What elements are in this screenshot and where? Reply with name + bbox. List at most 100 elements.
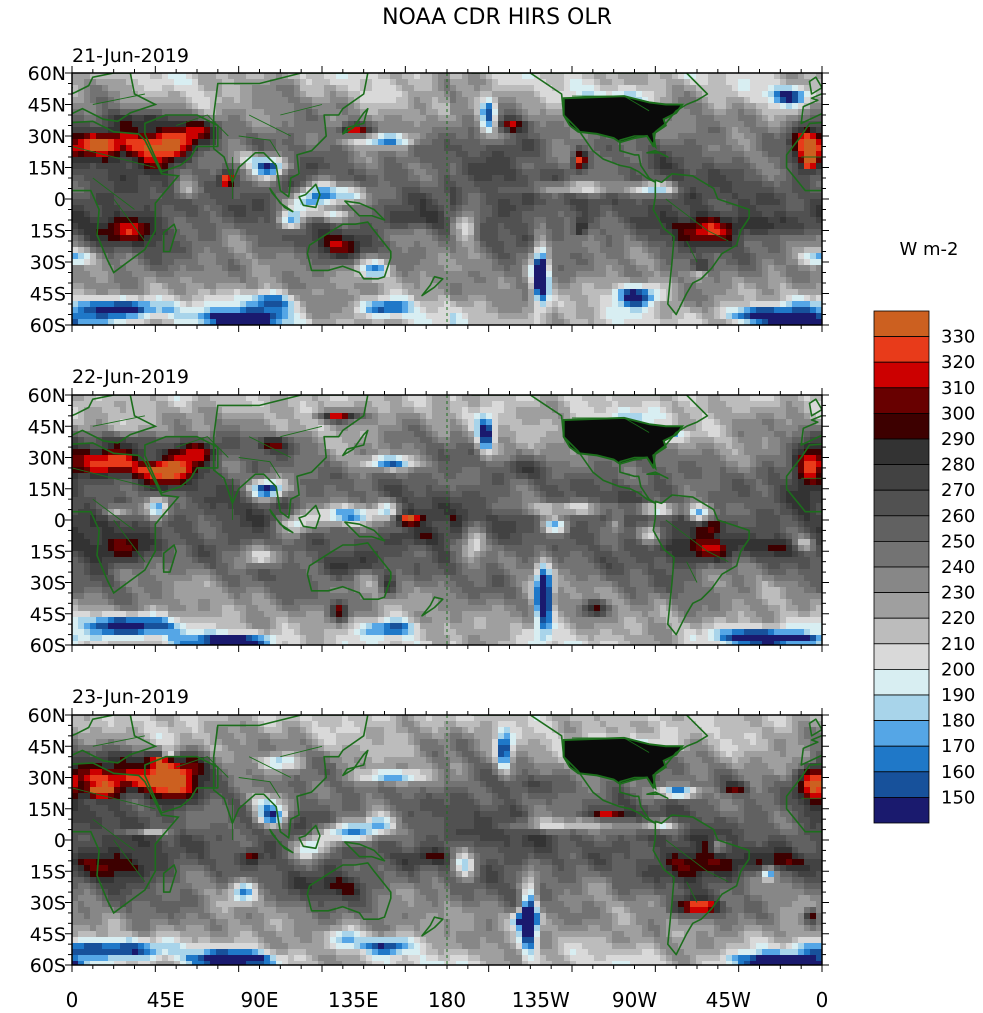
olr-cell <box>78 205 85 212</box>
olr-cell <box>720 241 727 248</box>
olr-cell <box>372 295 379 302</box>
olr-cell <box>702 91 709 98</box>
olr-cell <box>558 217 565 224</box>
olr-cell <box>216 229 223 236</box>
olr-cell <box>498 139 505 146</box>
olr-cell <box>534 79 541 86</box>
olr-cell <box>288 121 295 128</box>
olr-cell <box>132 109 139 116</box>
olr-cell <box>414 283 421 290</box>
olr-cell <box>810 289 817 296</box>
olr-cell <box>810 205 817 212</box>
olr-cell <box>156 139 163 146</box>
olr-cell <box>792 277 799 284</box>
olr-cell <box>606 253 613 260</box>
olr-cell <box>642 295 649 302</box>
olr-cell <box>348 85 355 92</box>
olr-cell <box>366 115 373 122</box>
olr-cell <box>426 301 433 308</box>
olr-cell <box>294 247 301 254</box>
olr-cell <box>462 211 469 218</box>
olr-cell <box>288 139 295 146</box>
olr-cell <box>402 229 409 236</box>
olr-cell <box>690 199 697 206</box>
olr-cell <box>462 283 469 290</box>
olr-cell <box>168 247 175 254</box>
olr-cell <box>438 223 445 230</box>
olr-cell <box>444 229 451 236</box>
olr-cell <box>642 253 649 260</box>
olr-cell <box>204 103 211 110</box>
olr-cell <box>114 157 121 164</box>
olr-cell <box>402 73 409 80</box>
olr-cell <box>342 307 349 314</box>
olr-cell <box>720 145 727 152</box>
olr-cell <box>552 283 559 290</box>
olr-cell <box>84 145 91 152</box>
olr-cell <box>462 97 469 104</box>
olr-cell <box>192 271 199 278</box>
olr-cell <box>774 145 781 152</box>
olr-cell <box>144 199 151 206</box>
olr-cell <box>222 271 229 278</box>
olr-cell <box>618 85 625 92</box>
olr-cell <box>78 235 85 242</box>
olr-cell <box>162 265 169 272</box>
olr-cell <box>84 199 91 206</box>
olr-cell <box>72 121 79 128</box>
olr-cell <box>264 85 271 92</box>
olr-cell <box>492 295 499 302</box>
olr-cell <box>528 139 535 146</box>
olr-cell <box>384 295 391 302</box>
olr-cell <box>126 97 133 104</box>
olr-cell <box>306 241 313 248</box>
olr-cell <box>150 241 157 248</box>
olr-cell <box>492 133 499 140</box>
olr-cell <box>564 277 571 284</box>
olr-cell <box>552 247 559 254</box>
olr-cell <box>198 139 205 146</box>
olr-cell <box>456 181 463 188</box>
olr-cell <box>612 301 619 308</box>
olr-cell <box>462 187 469 194</box>
olr-cell <box>726 259 733 266</box>
olr-cell <box>630 205 637 212</box>
olr-cell <box>414 151 421 158</box>
olr-cell <box>504 265 511 272</box>
olr-cell <box>690 187 697 194</box>
olr-cell <box>270 127 277 134</box>
olr-cell <box>564 271 571 278</box>
olr-cell <box>468 241 475 248</box>
olr-cell <box>198 109 205 116</box>
olr-cell <box>768 223 775 230</box>
olr-cell <box>720 151 727 158</box>
olr-cell <box>486 247 493 254</box>
olr-cell <box>588 253 595 260</box>
olr-cell <box>186 229 193 236</box>
olr-cell <box>342 133 349 140</box>
olr-cell <box>534 205 541 212</box>
olr-cell <box>528 199 535 206</box>
olr-cell <box>810 277 817 284</box>
olr-cell <box>780 211 787 218</box>
olr-cell <box>468 265 475 272</box>
olr-cell <box>192 175 199 182</box>
olr-cell <box>306 97 313 104</box>
olr-cell <box>756 259 763 266</box>
olr-cell <box>252 229 259 236</box>
olr-cell <box>708 85 715 92</box>
olr-cell <box>810 109 817 116</box>
olr-cell <box>516 235 523 242</box>
olr-cell <box>180 307 187 314</box>
olr-cell <box>372 205 379 212</box>
olr-cell <box>456 193 463 200</box>
olr-cell <box>816 253 822 260</box>
olr-cell <box>468 217 475 224</box>
olr-cell <box>216 109 223 116</box>
olr-cell <box>552 127 559 134</box>
olr-cell <box>798 235 805 242</box>
olr-cell <box>306 277 313 284</box>
olr-cell <box>696 265 703 272</box>
olr-cell <box>372 187 379 194</box>
olr-cell <box>378 163 385 170</box>
